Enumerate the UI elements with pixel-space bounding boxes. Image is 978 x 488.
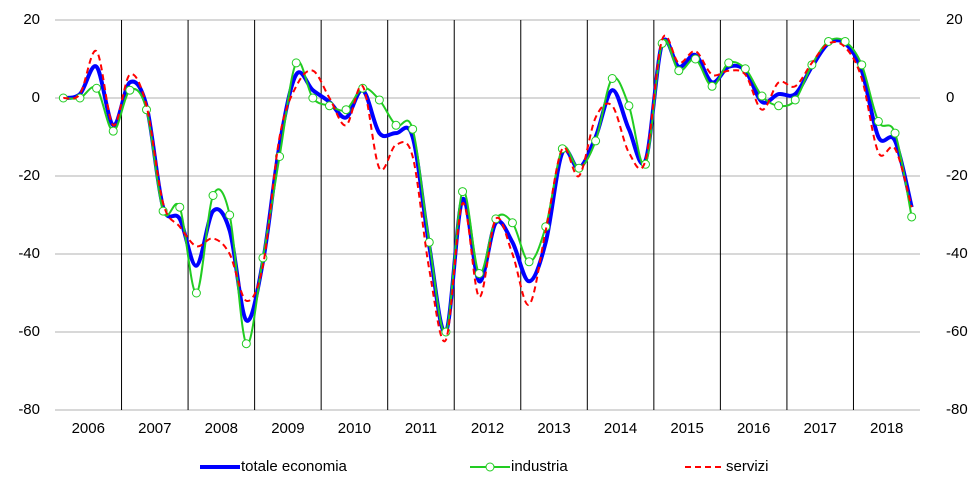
point	[757, 91, 767, 101]
y-tick-label: 0	[32, 89, 40, 106]
legend-label: servizi	[726, 458, 769, 475]
x-tick-label: 2010	[338, 420, 371, 437]
point	[324, 101, 334, 111]
point	[674, 66, 684, 76]
point	[125, 85, 135, 95]
x-tick-label: 2009	[271, 420, 304, 437]
x-tick-label: 2014	[604, 420, 637, 437]
point	[790, 95, 800, 105]
y2-tick-label: -60	[946, 323, 968, 340]
y2-tick-label: -40	[946, 245, 968, 262]
y2-tick-label: -80	[946, 401, 968, 418]
point	[225, 210, 235, 220]
point	[657, 38, 667, 48]
point	[92, 83, 102, 93]
y2-tick-label: 0	[946, 89, 954, 106]
point	[873, 116, 883, 126]
point	[241, 339, 251, 349]
point	[291, 58, 301, 68]
y-tick-label: -40	[18, 245, 40, 262]
point	[175, 202, 185, 212]
point	[857, 60, 867, 70]
point	[208, 191, 218, 200]
x-tick-label: 2012	[471, 420, 504, 437]
legend-label: totale economia	[241, 458, 348, 475]
x-tick-label: 2015	[670, 420, 703, 437]
x-tick-label: 2006	[72, 420, 105, 437]
point	[624, 101, 634, 111]
x-tick-label: 2011	[405, 420, 437, 437]
point	[374, 95, 384, 105]
series-line	[63, 34, 913, 343]
x-tick-label: 2018	[870, 420, 903, 437]
y-tick-label: -20	[18, 167, 40, 184]
point	[458, 187, 468, 197]
y2-tick-label: -20	[946, 167, 968, 184]
x-tick-label: 2013	[537, 420, 570, 437]
x-tick-label: 2007	[138, 420, 171, 437]
point	[408, 124, 418, 134]
point	[690, 54, 700, 64]
y-tick-label: 20	[23, 11, 40, 28]
point	[890, 128, 900, 138]
legend-marker	[485, 462, 495, 472]
point	[341, 105, 351, 115]
point	[308, 93, 318, 103]
x-tick-label: 2016	[737, 420, 770, 437]
point	[524, 257, 534, 267]
point	[607, 74, 617, 83]
y-tick-label: -60	[18, 323, 40, 340]
point	[507, 218, 517, 228]
point	[158, 206, 168, 216]
point	[141, 105, 151, 115]
point	[907, 212, 917, 222]
point	[391, 120, 401, 130]
point	[191, 288, 201, 298]
point	[724, 58, 734, 68]
x-tick-label: 2008	[205, 420, 238, 437]
point	[774, 101, 784, 111]
legend-label: industria	[511, 458, 568, 475]
point	[707, 81, 717, 91]
point	[807, 60, 817, 70]
point	[591, 136, 601, 146]
point	[108, 126, 118, 136]
x-tick-label: 2017	[804, 420, 837, 437]
y2-tick-label: 20	[946, 11, 963, 28]
point	[840, 36, 850, 46]
point	[740, 64, 750, 74]
y-tick-label: -80	[18, 401, 40, 418]
series-line	[63, 37, 913, 346]
point	[474, 269, 484, 278]
